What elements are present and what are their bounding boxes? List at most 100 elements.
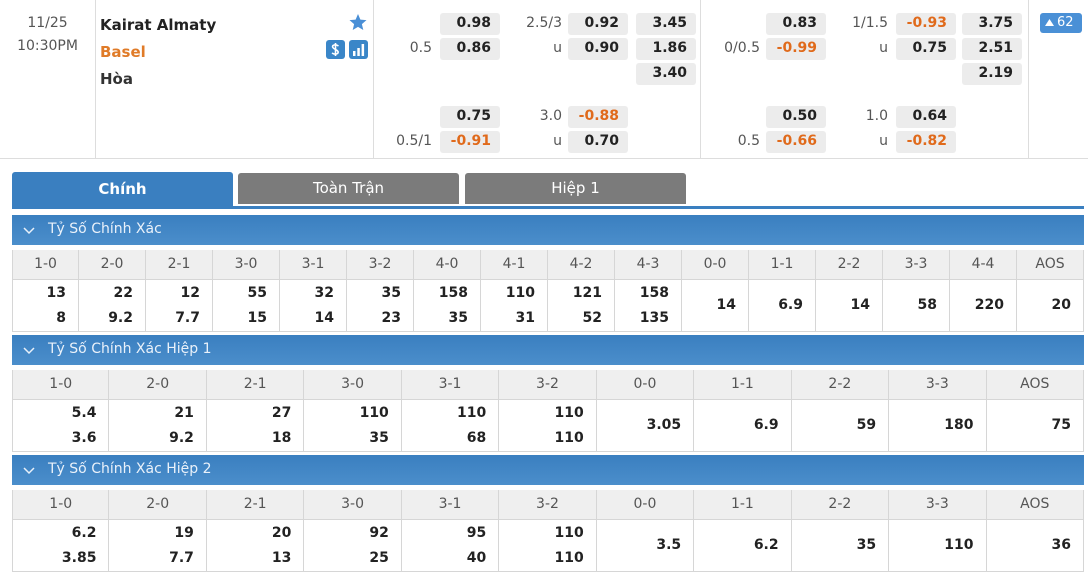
- odds-cell[interactable]: 75: [986, 400, 1084, 452]
- handicap-line: u: [553, 40, 562, 56]
- handicap-line: u: [553, 133, 562, 149]
- odds-cell[interactable]: 110 68: [401, 400, 500, 452]
- odds-box[interactable]: 3.45: [636, 13, 696, 35]
- odds-cell[interactable]: 220: [950, 280, 1017, 332]
- score-label: 3-3: [889, 370, 987, 400]
- odds-box[interactable]: 0.83: [766, 13, 826, 35]
- odds-cell[interactable]: 20 13: [206, 520, 305, 572]
- odds-cell[interactable]: 5.4 3.6: [12, 400, 110, 452]
- odds-box[interactable]: -0.66: [766, 131, 826, 153]
- odds-value: 0.64: [912, 108, 947, 124]
- odds-cell[interactable]: 110 110: [499, 400, 597, 452]
- odds-value: 0.83: [782, 15, 817, 31]
- odds-box[interactable]: 0.86: [440, 38, 500, 60]
- odds-box[interactable]: -0.99: [766, 38, 826, 60]
- odds-cell[interactable]: 110 31: [481, 280, 548, 332]
- odds-value: 6.9: [778, 297, 803, 313]
- favorite-star[interactable]: [349, 13, 367, 31]
- odds-cell[interactable]: 6.2: [694, 520, 792, 572]
- odds-cell[interactable]: 22 9.2: [79, 280, 146, 332]
- divider: [1028, 0, 1029, 158]
- odds-box[interactable]: 0.64: [896, 106, 956, 128]
- odds-value: 3.40: [652, 65, 687, 81]
- handicap-line: 0.5: [737, 133, 760, 149]
- odds-cell[interactable]: 21 9.2: [109, 400, 207, 452]
- odds-cell[interactable]: 6.2 3.85: [12, 520, 110, 572]
- odds-value: 95: [466, 525, 487, 541]
- section-title: Tỷ Số Chính Xác Hiệp 2: [48, 461, 212, 477]
- odds-box[interactable]: 0.70: [568, 131, 628, 153]
- odds-box[interactable]: 0.92: [568, 13, 628, 35]
- odds-box[interactable]: 0.98: [440, 13, 500, 35]
- odds-cell[interactable]: 27 18: [206, 400, 305, 452]
- odds-cell[interactable]: 158 135: [615, 280, 682, 332]
- odds-cell[interactable]: 35 23: [347, 280, 414, 332]
- odds-cell[interactable]: 55 15: [213, 280, 280, 332]
- odds-box[interactable]: 0.50: [766, 106, 826, 128]
- more-markets-button[interactable]: 62: [1040, 13, 1082, 33]
- divider: [95, 0, 96, 158]
- score-label: 4-1: [481, 250, 548, 280]
- score-label: 0-0: [596, 370, 695, 400]
- odds-cell[interactable]: 20: [1017, 280, 1084, 332]
- section-header[interactable]: Tỷ Số Chính Xác Hiệp 1: [12, 335, 1084, 365]
- home-team[interactable]: Kairat Almaty: [100, 16, 217, 34]
- odds-value: 121: [572, 285, 602, 301]
- odds-box[interactable]: 0.75: [896, 38, 956, 60]
- odds-box[interactable]: 0.75: [440, 106, 500, 128]
- odds-cell[interactable]: 3.05: [596, 400, 695, 452]
- odds-box[interactable]: 3.40: [636, 63, 696, 85]
- odds-cell[interactable]: 3.5: [596, 520, 695, 572]
- odds-cell[interactable]: 110 35: [304, 400, 402, 452]
- odds-cell[interactable]: 32 14: [280, 280, 347, 332]
- odds-cell[interactable]: 14: [682, 280, 749, 332]
- odds-box[interactable]: 1.86: [636, 38, 696, 60]
- odds-value: 0.75: [456, 108, 491, 124]
- odds-box[interactable]: 2.51: [962, 38, 1022, 60]
- odds-value: 3.6: [71, 430, 97, 446]
- odds-box[interactable]: -0.88: [568, 106, 628, 128]
- odds-cell[interactable]: 36: [986, 520, 1084, 572]
- odds-cell[interactable]: 19 7.7: [109, 520, 207, 572]
- score-label: 4-2: [548, 250, 615, 280]
- odds-value: 3.75: [978, 15, 1013, 31]
- score-label: 2-1: [206, 490, 305, 520]
- odds-cell[interactable]: 13 8: [12, 280, 79, 332]
- odds-value: 15: [247, 310, 267, 326]
- odds-box[interactable]: -0.91: [440, 131, 500, 153]
- odds-value: 13: [46, 285, 66, 301]
- odds-box[interactable]: -0.82: [896, 131, 956, 153]
- tab[interactable]: Toàn Trận: [238, 173, 459, 204]
- odds-cell[interactable]: 14: [816, 280, 883, 332]
- stats-icon[interactable]: [349, 40, 368, 59]
- odds-box[interactable]: -0.93: [896, 13, 956, 35]
- odds-value: 6.2: [71, 525, 97, 541]
- odds-cell[interactable]: 6.9: [694, 400, 792, 452]
- away-team[interactable]: Basel: [100, 43, 146, 61]
- odds-cell[interactable]: 158 35: [414, 280, 481, 332]
- odds-cell[interactable]: 12 7.7: [146, 280, 213, 332]
- odds-value: -0.99: [776, 40, 817, 56]
- section-header[interactable]: Tỷ Số Chính Xác: [12, 215, 1084, 245]
- odds-cell[interactable]: 110 110: [499, 520, 597, 572]
- odds-value: 158: [639, 285, 669, 301]
- odds-cell[interactable]: 121 52: [548, 280, 615, 332]
- odds-icon[interactable]: [326, 40, 345, 59]
- odds-cell[interactable]: 180: [889, 400, 987, 452]
- more-count: 62: [1057, 15, 1074, 30]
- odds-cell[interactable]: 58: [883, 280, 950, 332]
- odds-cell[interactable]: 95 40: [401, 520, 500, 572]
- odds-cell[interactable]: 92 25: [304, 520, 402, 572]
- odds-cell[interactable]: 59: [791, 400, 890, 452]
- odds-box[interactable]: 0.90: [568, 38, 628, 60]
- section-header[interactable]: Tỷ Số Chính Xác Hiệp 2: [12, 455, 1084, 485]
- tab[interactable]: Chính: [12, 172, 233, 206]
- odds-cell[interactable]: 35: [791, 520, 890, 572]
- odds-value: 110: [554, 430, 584, 446]
- odds-box[interactable]: 2.19: [962, 63, 1022, 85]
- tab[interactable]: Hiệp 1: [465, 173, 686, 204]
- odds-cell[interactable]: 110: [889, 520, 987, 572]
- odds-box[interactable]: 3.75: [962, 13, 1022, 35]
- odds-value: 0.50: [782, 108, 817, 124]
- odds-cell[interactable]: 6.9: [749, 280, 816, 332]
